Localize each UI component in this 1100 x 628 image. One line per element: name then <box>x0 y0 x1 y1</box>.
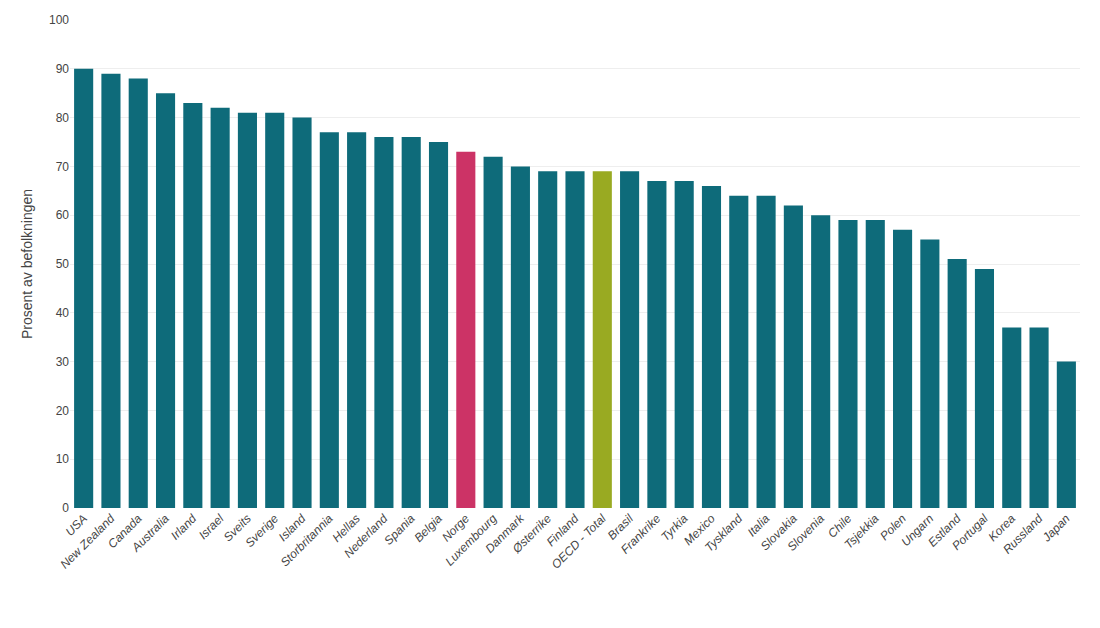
svg-text:Luxembourg: Luxembourg <box>442 511 499 568</box>
svg-text:Spania: Spania <box>381 511 418 548</box>
svg-text:Italia: Italia <box>745 511 773 539</box>
svg-text:Slovakia: Slovakia <box>758 511 800 553</box>
svg-text:Belgia: Belgia <box>411 511 445 545</box>
svg-text:Finland: Finland <box>544 511 582 549</box>
svg-text:100: 100 <box>49 13 69 27</box>
svg-text:Polen: Polen <box>877 511 909 543</box>
svg-text:Tyskland: Tyskland <box>702 511 745 554</box>
svg-text:Canada: Canada <box>105 511 145 551</box>
svg-text:Island: Island <box>276 511 309 544</box>
svg-text:Frankrike: Frankrike <box>618 511 663 556</box>
svg-text:Israel: Israel <box>196 511 227 542</box>
svg-text:New Zealand: New Zealand <box>57 511 117 571</box>
svg-text:Ungarn: Ungarn <box>898 511 936 549</box>
svg-text:Storbritannia: Storbritannia <box>278 511 336 569</box>
svg-text:Tsjekkia: Tsjekkia <box>841 511 881 551</box>
svg-text:Mexico: Mexico <box>681 511 718 548</box>
svg-text:Danmark: Danmark <box>482 511 527 556</box>
svg-text:0: 0 <box>62 501 69 515</box>
svg-text:Japan: Japan <box>1039 511 1073 545</box>
svg-text:Slovenia: Slovenia <box>785 511 828 554</box>
svg-text:40: 40 <box>56 306 70 320</box>
svg-text:90: 90 <box>56 62 70 76</box>
svg-text:OECD - Total: OECD - Total <box>549 511 609 571</box>
svg-text:Prosent av befolkningen: Prosent av befolkningen <box>19 189 35 339</box>
svg-text:60: 60 <box>56 208 70 222</box>
svg-text:30: 30 <box>56 355 70 369</box>
svg-text:Nederland: Nederland <box>341 511 390 560</box>
svg-text:Russland: Russland <box>1000 511 1046 557</box>
svg-text:Sveits: Sveits <box>221 511 254 544</box>
svg-text:80: 80 <box>56 111 70 125</box>
svg-text:Brasil: Brasil <box>605 511 636 542</box>
svg-text:Korea: Korea <box>986 511 1019 544</box>
svg-text:10: 10 <box>56 452 70 466</box>
svg-text:Irland: Irland <box>168 511 199 542</box>
svg-text:Chile: Chile <box>825 511 854 540</box>
svg-text:Estland: Estland <box>925 511 963 549</box>
svg-text:70: 70 <box>56 160 70 174</box>
svg-text:Australia: Australia <box>128 511 172 555</box>
svg-text:Hellas: Hellas <box>329 511 362 544</box>
svg-text:Tyrkia: Tyrkia <box>658 511 691 544</box>
svg-text:20: 20 <box>56 404 70 418</box>
svg-text:USA: USA <box>63 511 90 538</box>
svg-text:50: 50 <box>56 257 70 271</box>
svg-text:Østerrike: Østerrike <box>509 511 554 556</box>
svg-text:Sverige: Sverige <box>242 511 281 550</box>
svg-text:Portugal: Portugal <box>949 511 991 553</box>
svg-text:Norge: Norge <box>439 511 472 544</box>
